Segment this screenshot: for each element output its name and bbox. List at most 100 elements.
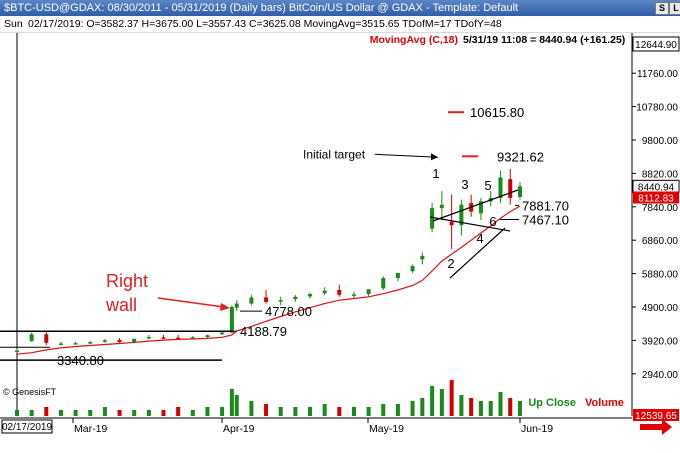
wave-label: 3: [461, 177, 468, 192]
wave-label: 4: [476, 231, 483, 246]
volume-bar: [229, 389, 234, 416]
candle-body: [420, 255, 425, 260]
cursor-date-label: 02/17/2019: [2, 422, 52, 433]
candle-body: [308, 294, 313, 297]
level-label: 4778.00: [265, 304, 312, 319]
volume-bar: [478, 401, 483, 416]
volume-bar: [117, 410, 122, 416]
volume-bar: [88, 410, 93, 416]
right-wall-label: Right: [106, 271, 148, 291]
moving-average-line: [16, 205, 521, 355]
volume-bar: [220, 407, 225, 416]
candle-body: [234, 303, 239, 308]
cursor-date-box: [1, 419, 53, 434]
volume-bar: [161, 410, 166, 416]
level-label: 4188.79: [240, 324, 287, 339]
candle-body: [449, 221, 454, 226]
top-axis-box: [632, 36, 680, 52]
ma-price-label: 8112.83: [638, 194, 674, 205]
volume-bar: [488, 401, 493, 416]
volume-bar: [337, 407, 342, 416]
volume-bar: [381, 404, 386, 416]
y-tick-label: 5880.00: [642, 270, 679, 281]
volume-bar: [44, 407, 49, 416]
level-label: 7881.70: [522, 198, 569, 213]
level-label: 9321.62: [497, 149, 544, 164]
candle-body: [102, 340, 107, 342]
volume-bar: [366, 407, 371, 416]
candle-body: [459, 204, 464, 226]
volume-bar: [205, 407, 210, 416]
info-day: Sun: [4, 18, 23, 30]
candle-body: [73, 343, 78, 345]
volume-bar: [278, 407, 283, 416]
volume-bar: [249, 401, 254, 416]
moving-avg-label: MovingAvg (C,18): [370, 34, 458, 46]
candle-body: [430, 208, 435, 229]
volume-bar: [351, 407, 356, 416]
candle-body: [322, 290, 327, 294]
x-tick-label: May-19: [369, 423, 404, 435]
candle-body: [44, 334, 49, 343]
pattern-trendline: [449, 227, 506, 279]
wave-label: 1: [432, 166, 439, 181]
x-tick-label: Mar-19: [74, 423, 107, 435]
volume-bar: [234, 395, 239, 416]
scroll-right-arrow[interactable]: [640, 419, 672, 435]
candle-body: [381, 278, 386, 289]
info-bar: Sun 02/17/2019: O=3582.37 H=3675.00 L=35…: [0, 16, 680, 33]
top-axis-label: 12644.90: [635, 40, 677, 51]
candle-body: [132, 338, 137, 343]
candle-body: [161, 337, 166, 339]
level-label: 3340.80: [57, 353, 104, 368]
volume-bar: [15, 410, 19, 416]
ma-price-box: [633, 191, 679, 204]
up-close-label: Up Close: [528, 397, 576, 409]
y-tick-label: 10780.00: [636, 103, 678, 114]
volume-bar: [439, 389, 444, 416]
right-wall-arrowhead: [220, 303, 230, 311]
candle-body: [293, 296, 298, 300]
volume-bar: [73, 410, 78, 416]
current-price-label: 8440.94: [638, 182, 675, 193]
target-arrow-head: [431, 153, 438, 161]
volume-bar: [146, 410, 151, 416]
candle-body: [478, 201, 483, 214]
l-button[interactable]: L: [669, 2, 680, 15]
volume-bar: [132, 410, 137, 416]
wave-label: 5: [484, 178, 491, 193]
volume-bar: [469, 398, 474, 416]
candle-body: [58, 343, 63, 345]
candle-body: [15, 350, 19, 352]
info-ohlc: 02/17/2019: O=3582.37 H=3675.00 L=3557.4…: [28, 18, 502, 30]
volume-bar: [29, 410, 34, 416]
candle-body: [220, 332, 225, 335]
candle-body: [176, 337, 181, 340]
y-tick-label: 3920.00: [642, 336, 679, 347]
price-chart[interactable]: 12644.90 11760.00 10780.00 9800.00 8820.00 78…: [0, 33, 680, 453]
s-button[interactable]: S: [655, 2, 669, 15]
right-wall-arrow: [157, 297, 225, 308]
price-axis-panel: [632, 33, 680, 453]
candle-body: [88, 342, 93, 344]
y-tick-label: 9800.00: [642, 136, 679, 147]
candle-body: [518, 186, 522, 197]
volume-bar: [308, 407, 313, 416]
pattern-trendline: [429, 216, 511, 232]
candle-body: [229, 307, 234, 333]
right-wall-label: wall: [105, 295, 137, 315]
candle-body: [249, 297, 254, 304]
candle-body: [508, 179, 513, 198]
candle-body: [351, 294, 356, 296]
level-label: 7467.10: [522, 213, 569, 228]
volume-bar: [293, 407, 298, 416]
candle-body: [146, 336, 151, 339]
volume-bar: [190, 410, 195, 416]
candle-body: [395, 272, 400, 279]
candle-body: [29, 334, 34, 342]
candle-body: [439, 204, 444, 209]
y-tick-label: 7840.00: [642, 203, 679, 214]
volume-bar: [430, 386, 435, 416]
window-titlebar: $BTC-USD@GDAX: 08/30/2011 - 05/31/2019 (…: [0, 0, 680, 16]
volume-axis-label: 12539.65: [635, 411, 677, 422]
